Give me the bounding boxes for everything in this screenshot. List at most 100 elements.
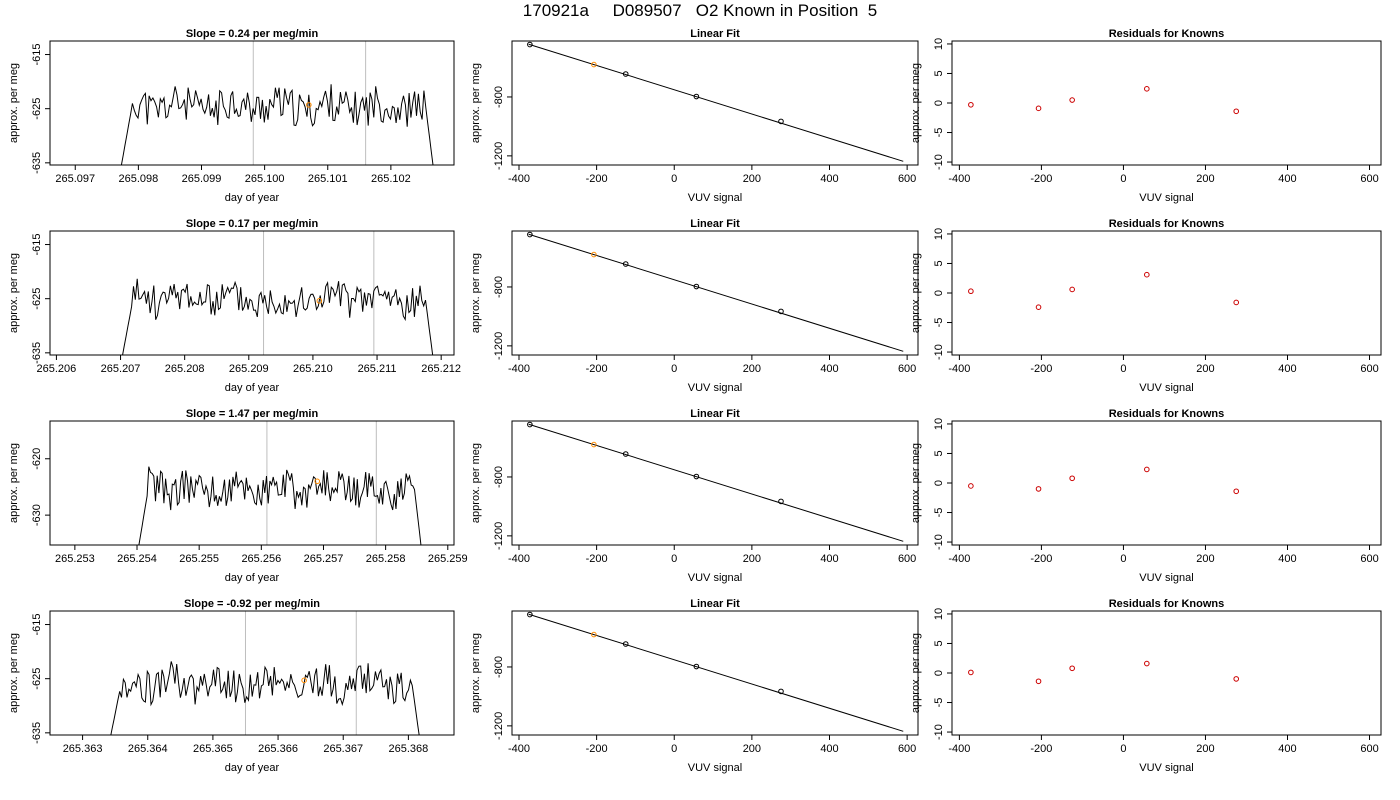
y-tick-label: -615 bbox=[31, 234, 43, 256]
x-tick-label: 265.256 bbox=[241, 553, 281, 565]
x-tick-label: 600 bbox=[898, 173, 916, 185]
panel-3-2: Linear Fit -400 -200 0 200 400 600 -800 -1200 VUV… bbox=[470, 408, 919, 584]
x-tick-label: 600 bbox=[1360, 553, 1378, 565]
panel-title: Residuals for Knowns bbox=[1109, 28, 1225, 40]
residual-point bbox=[1069, 286, 1075, 293]
fit-point bbox=[693, 473, 700, 480]
plot-frame bbox=[49, 40, 455, 166]
y-tick-label: -10 bbox=[933, 344, 945, 360]
y-tick-label: -800 bbox=[493, 656, 505, 678]
residual-point bbox=[1233, 299, 1240, 306]
plot-area bbox=[138, 421, 422, 545]
x-tick-label: 265.363 bbox=[63, 743, 103, 755]
x-tick-label: 400 bbox=[1278, 173, 1296, 185]
y-axis-label: approx. per meg bbox=[910, 443, 922, 523]
panel-title: Slope = 0.17 per meg/min bbox=[186, 218, 319, 230]
y-tick-label: -800 bbox=[493, 466, 505, 488]
y-tick-label: -10 bbox=[933, 724, 945, 740]
y-axis-label: approx. per meg bbox=[470, 63, 482, 143]
x-tick-label: 600 bbox=[1360, 743, 1378, 755]
x-tick-label: 400 bbox=[820, 363, 838, 375]
y-tick-label: 10 bbox=[933, 418, 945, 430]
y-tick-label: -10 bbox=[933, 534, 945, 550]
y-tick-label: -1200 bbox=[493, 522, 505, 550]
fit-point bbox=[591, 251, 597, 258]
y-tick-label: -1200 bbox=[493, 712, 505, 740]
y-tick-label: -620 bbox=[31, 448, 43, 470]
fit-point bbox=[622, 261, 629, 267]
fit-point bbox=[693, 93, 700, 100]
y-axis-label: approx. per meg bbox=[470, 253, 482, 333]
y-tick-label: -625 bbox=[31, 668, 43, 690]
x-tick-label: -200 bbox=[586, 363, 608, 375]
x-tick-label: 265.207 bbox=[101, 363, 141, 375]
x-tick-label: 265.255 bbox=[179, 553, 219, 565]
y-tick-label: 5 bbox=[933, 640, 945, 646]
panel-4-3: Residuals for Knowns -400 -200 0 200 400 600 10… bbox=[910, 598, 1382, 774]
x-tick-label: -400 bbox=[948, 743, 970, 755]
panel-title: Slope = -0.92 per meg/min bbox=[184, 598, 320, 610]
data-trace bbox=[138, 466, 422, 545]
x-tick-label: -200 bbox=[586, 553, 608, 565]
x-tick-label: 0 bbox=[1120, 173, 1126, 185]
fit-point bbox=[778, 118, 784, 125]
highlight-point bbox=[306, 102, 312, 108]
x-axis-label: day of year bbox=[225, 382, 280, 394]
y-tick-label: -5 bbox=[933, 128, 945, 138]
y-tick-label: -615 bbox=[31, 44, 43, 66]
fit-line bbox=[528, 613, 904, 732]
y-tick-label: 10 bbox=[933, 38, 945, 50]
x-tick-label: 265.102 bbox=[371, 173, 411, 185]
fit-point bbox=[693, 283, 700, 290]
x-tick-label: 265.367 bbox=[323, 743, 363, 755]
x-tick-label: 400 bbox=[820, 553, 838, 565]
plot-area bbox=[968, 86, 1240, 115]
y-tick-label: -635 bbox=[31, 342, 43, 364]
y-tick-label: -630 bbox=[31, 504, 43, 526]
x-axis-label: VUV signal bbox=[688, 382, 742, 394]
x-tick-label: -400 bbox=[508, 553, 530, 565]
highlight-point bbox=[316, 298, 323, 304]
x-tick-label: 265.212 bbox=[421, 363, 461, 375]
fit-point bbox=[591, 631, 597, 638]
y-axis-label: approx. per meg bbox=[8, 633, 20, 713]
x-tick-label: 0 bbox=[1120, 363, 1126, 375]
y-axis-label: approx. per meg bbox=[8, 443, 20, 523]
fit-line bbox=[528, 423, 904, 542]
data-trace bbox=[120, 84, 434, 165]
fit-point bbox=[778, 498, 784, 505]
x-axis-label: VUV signal bbox=[688, 192, 742, 204]
fit-point bbox=[622, 451, 629, 457]
panel-4-1: Slope = -0.92 per meg/min 265.363 265.364 2… bbox=[8, 598, 455, 774]
x-axis-label: day of year bbox=[225, 192, 280, 204]
y-tick-label: -5 bbox=[933, 698, 945, 708]
x-tick-label: 200 bbox=[743, 553, 761, 565]
data-trace bbox=[110, 661, 420, 735]
x-tick-label: 400 bbox=[820, 173, 838, 185]
x-axis-label: day of year bbox=[225, 762, 280, 774]
x-tick-label: 265.368 bbox=[389, 743, 429, 755]
x-tick-label: 0 bbox=[1120, 743, 1126, 755]
plot-area bbox=[120, 41, 434, 165]
x-tick-label: 400 bbox=[1278, 553, 1296, 565]
x-tick-label: 400 bbox=[1278, 743, 1296, 755]
plot-frame bbox=[49, 610, 455, 736]
plot-area bbox=[527, 231, 904, 352]
plot-area bbox=[527, 421, 904, 542]
x-tick-label: 265.254 bbox=[117, 553, 157, 565]
y-tick-label: -635 bbox=[31, 722, 43, 744]
panel-title: Linear Fit bbox=[690, 598, 740, 610]
plot-frame bbox=[511, 420, 919, 546]
plot-area bbox=[968, 466, 1240, 495]
y-tick-label: 0 bbox=[933, 480, 945, 486]
x-tick-label: 265.206 bbox=[37, 363, 77, 375]
plot-area bbox=[968, 271, 1240, 310]
panel-4-2: Linear Fit -400 -200 0 200 400 600 -800 -1200 VUV… bbox=[470, 598, 919, 774]
x-tick-label: 265.099 bbox=[182, 173, 222, 185]
x-tick-label: -400 bbox=[948, 553, 970, 565]
plot-frame bbox=[511, 610, 919, 736]
y-tick-label: 5 bbox=[933, 260, 945, 266]
residual-point bbox=[968, 483, 974, 489]
x-tick-label: -200 bbox=[1030, 363, 1052, 375]
y-tick-label: 0 bbox=[933, 290, 945, 296]
